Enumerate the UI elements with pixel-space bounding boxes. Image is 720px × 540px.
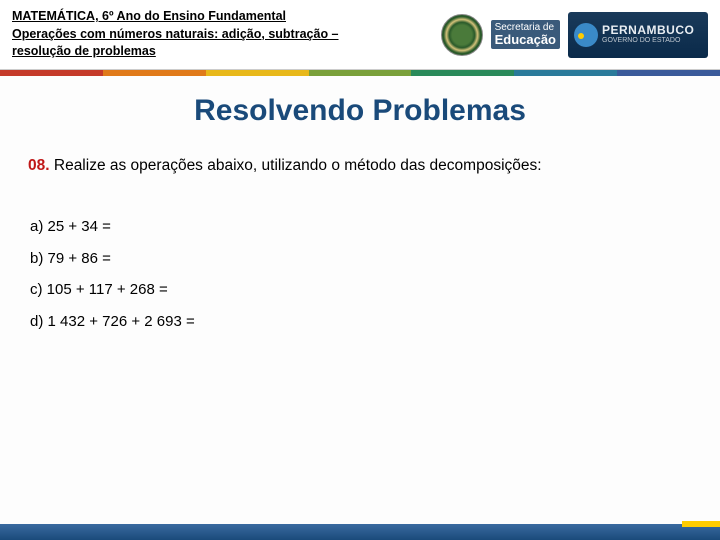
pe-text: PERNAMBUCO GOVERNO DO ESTADO [602,24,694,45]
item-d: d) 1 432 + 726 + 2 693 = [30,306,692,338]
header-line1: MATEMÁTICA, 6º Ano do Ensino Fundamental [12,9,286,23]
header-line3: resolução de problemas [12,44,156,58]
header-line2: Operações com números naturais: adição, … [12,27,339,41]
slide-header: MATEMÁTICA, 6º Ano do Ensino Fundamental… [0,0,720,70]
page-title: Resolvendo Problemas [28,94,692,128]
question-number: 08. [28,157,50,174]
footer-stripe [0,524,720,540]
sec-big: Educação [495,32,556,47]
pernambuco-logo: PERNAMBUCO GOVERNO DO ESTADO [568,12,708,58]
question-text: 08. Realize as operações abaixo, utiliza… [28,154,692,177]
header-subject: MATEMÁTICA, 6º Ano do Ensino Fundamental… [12,8,339,61]
item-c: c) 105 + 117 + 268 = [30,274,692,306]
content-area: Resolvendo Problemas 08. Realize as oper… [0,76,720,524]
seal-icon [441,14,483,56]
pe-name: PERNAMBUCO [602,24,694,37]
pe-sub: GOVERNO DO ESTADO [602,37,694,45]
header-logos: Secretaria de Educação PERNAMBUCO GOVERN… [441,12,708,58]
secretaria-logo: Secretaria de Educação [491,20,560,49]
item-a: a) 25 + 34 = [30,211,692,243]
items-list: a) 25 + 34 = b) 79 + 86 = c) 105 + 117 +… [28,211,692,337]
color-stripe [0,70,720,76]
question-body: Realize as operações abaixo, utilizando … [54,157,542,174]
item-b: b) 79 + 86 = [30,243,692,275]
flag-icon [574,23,598,47]
